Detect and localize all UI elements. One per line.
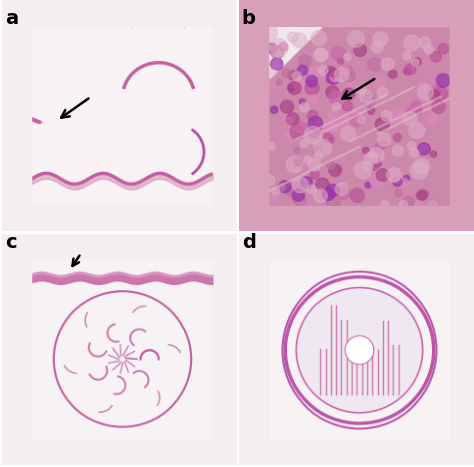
Text: b: b	[242, 9, 255, 28]
Text: a: a	[5, 9, 18, 28]
Text: c: c	[5, 234, 17, 253]
Text: d: d	[242, 234, 255, 253]
